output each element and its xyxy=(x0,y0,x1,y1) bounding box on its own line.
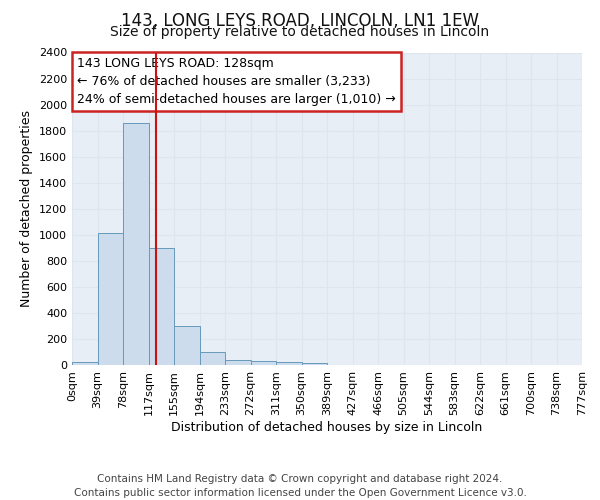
Y-axis label: Number of detached properties: Number of detached properties xyxy=(20,110,34,307)
Bar xyxy=(251,361,276,365)
Text: Size of property relative to detached houses in Lincoln: Size of property relative to detached ho… xyxy=(110,25,490,39)
Bar xyxy=(149,248,174,365)
X-axis label: Distribution of detached houses by size in Lincoln: Distribution of detached houses by size … xyxy=(172,420,482,434)
Bar xyxy=(123,123,149,365)
Bar xyxy=(276,362,302,365)
Bar xyxy=(199,352,225,365)
Bar xyxy=(302,363,327,365)
Bar xyxy=(174,326,199,365)
Text: 143 LONG LEYS ROAD: 128sqm
← 76% of detached houses are smaller (3,233)
24% of s: 143 LONG LEYS ROAD: 128sqm ← 76% of deta… xyxy=(77,57,396,106)
Bar xyxy=(72,362,97,365)
Bar xyxy=(225,360,251,365)
Text: 143, LONG LEYS ROAD, LINCOLN, LN1 1EW: 143, LONG LEYS ROAD, LINCOLN, LN1 1EW xyxy=(121,12,479,30)
Bar xyxy=(97,234,123,365)
Text: Contains HM Land Registry data © Crown copyright and database right 2024.
Contai: Contains HM Land Registry data © Crown c… xyxy=(74,474,526,498)
